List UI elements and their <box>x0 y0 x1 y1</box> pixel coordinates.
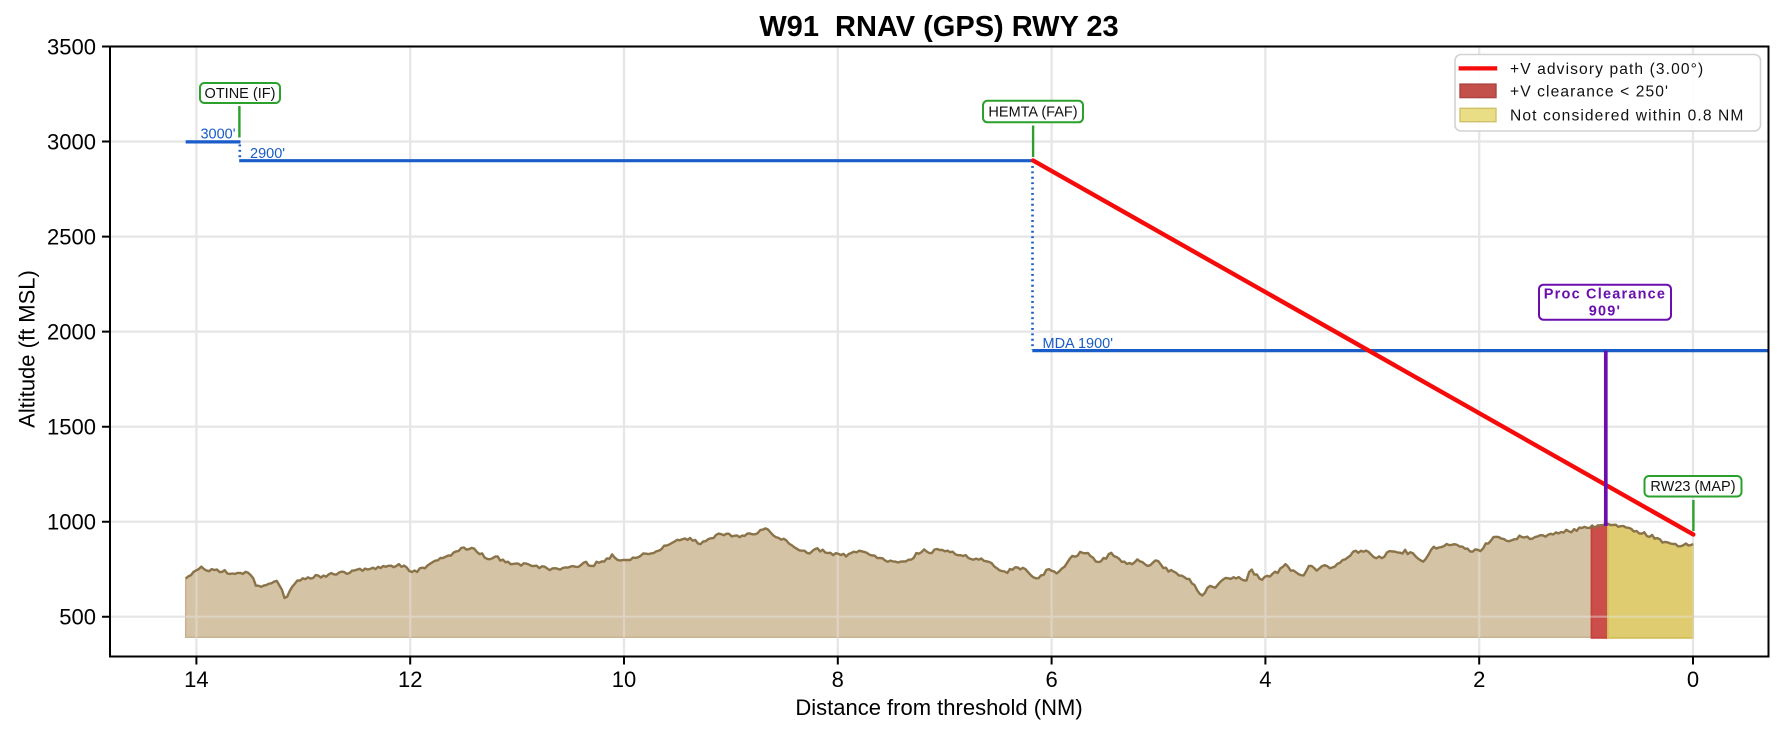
svg-text:6: 6 <box>1045 667 1057 692</box>
svg-text:12: 12 <box>398 667 422 692</box>
svg-text:Altitude (ft MSL): Altitude (ft MSL) <box>15 270 40 428</box>
svg-text:2: 2 <box>1473 667 1485 692</box>
svg-text:+V clearance < 250': +V clearance < 250' <box>1510 83 1669 100</box>
svg-text:2900': 2900' <box>250 146 285 162</box>
svg-text:3000: 3000 <box>47 130 96 155</box>
svg-text:4: 4 <box>1259 667 1271 692</box>
svg-text:RW23 (MAP): RW23 (MAP) <box>1650 479 1735 495</box>
svg-text:3500: 3500 <box>47 35 96 60</box>
svg-text:2000: 2000 <box>47 320 96 345</box>
svg-text:909': 909' <box>1589 304 1621 320</box>
svg-text:Distance from threshold (NM): Distance from threshold (NM) <box>795 695 1082 720</box>
svg-text:Proc Clearance: Proc Clearance <box>1544 287 1666 303</box>
svg-text:500: 500 <box>59 605 96 630</box>
svg-text:1000: 1000 <box>47 510 96 535</box>
svg-text:8: 8 <box>832 667 844 692</box>
svg-text:10: 10 <box>612 667 636 692</box>
svg-text:W91 RNAV (GPS) RWY 23: W91 RNAV (GPS) RWY 23 <box>759 11 1118 43</box>
svg-text:14: 14 <box>184 667 208 692</box>
svg-text:Not considered within 0.8 NM: Not considered within 0.8 NM <box>1510 108 1744 125</box>
svg-text:2500: 2500 <box>47 225 96 250</box>
svg-text:OTINE (IF): OTINE (IF) <box>205 86 276 102</box>
svg-text:+V advisory path (3.00°): +V advisory path (3.00°) <box>1510 61 1704 78</box>
svg-text:MDA 1900': MDA 1900' <box>1043 336 1114 352</box>
svg-text:3000': 3000' <box>200 127 235 143</box>
svg-text:0: 0 <box>1687 667 1699 692</box>
svg-text:1500: 1500 <box>47 415 96 440</box>
svg-text:HEMTA (FAF): HEMTA (FAF) <box>988 105 1077 121</box>
